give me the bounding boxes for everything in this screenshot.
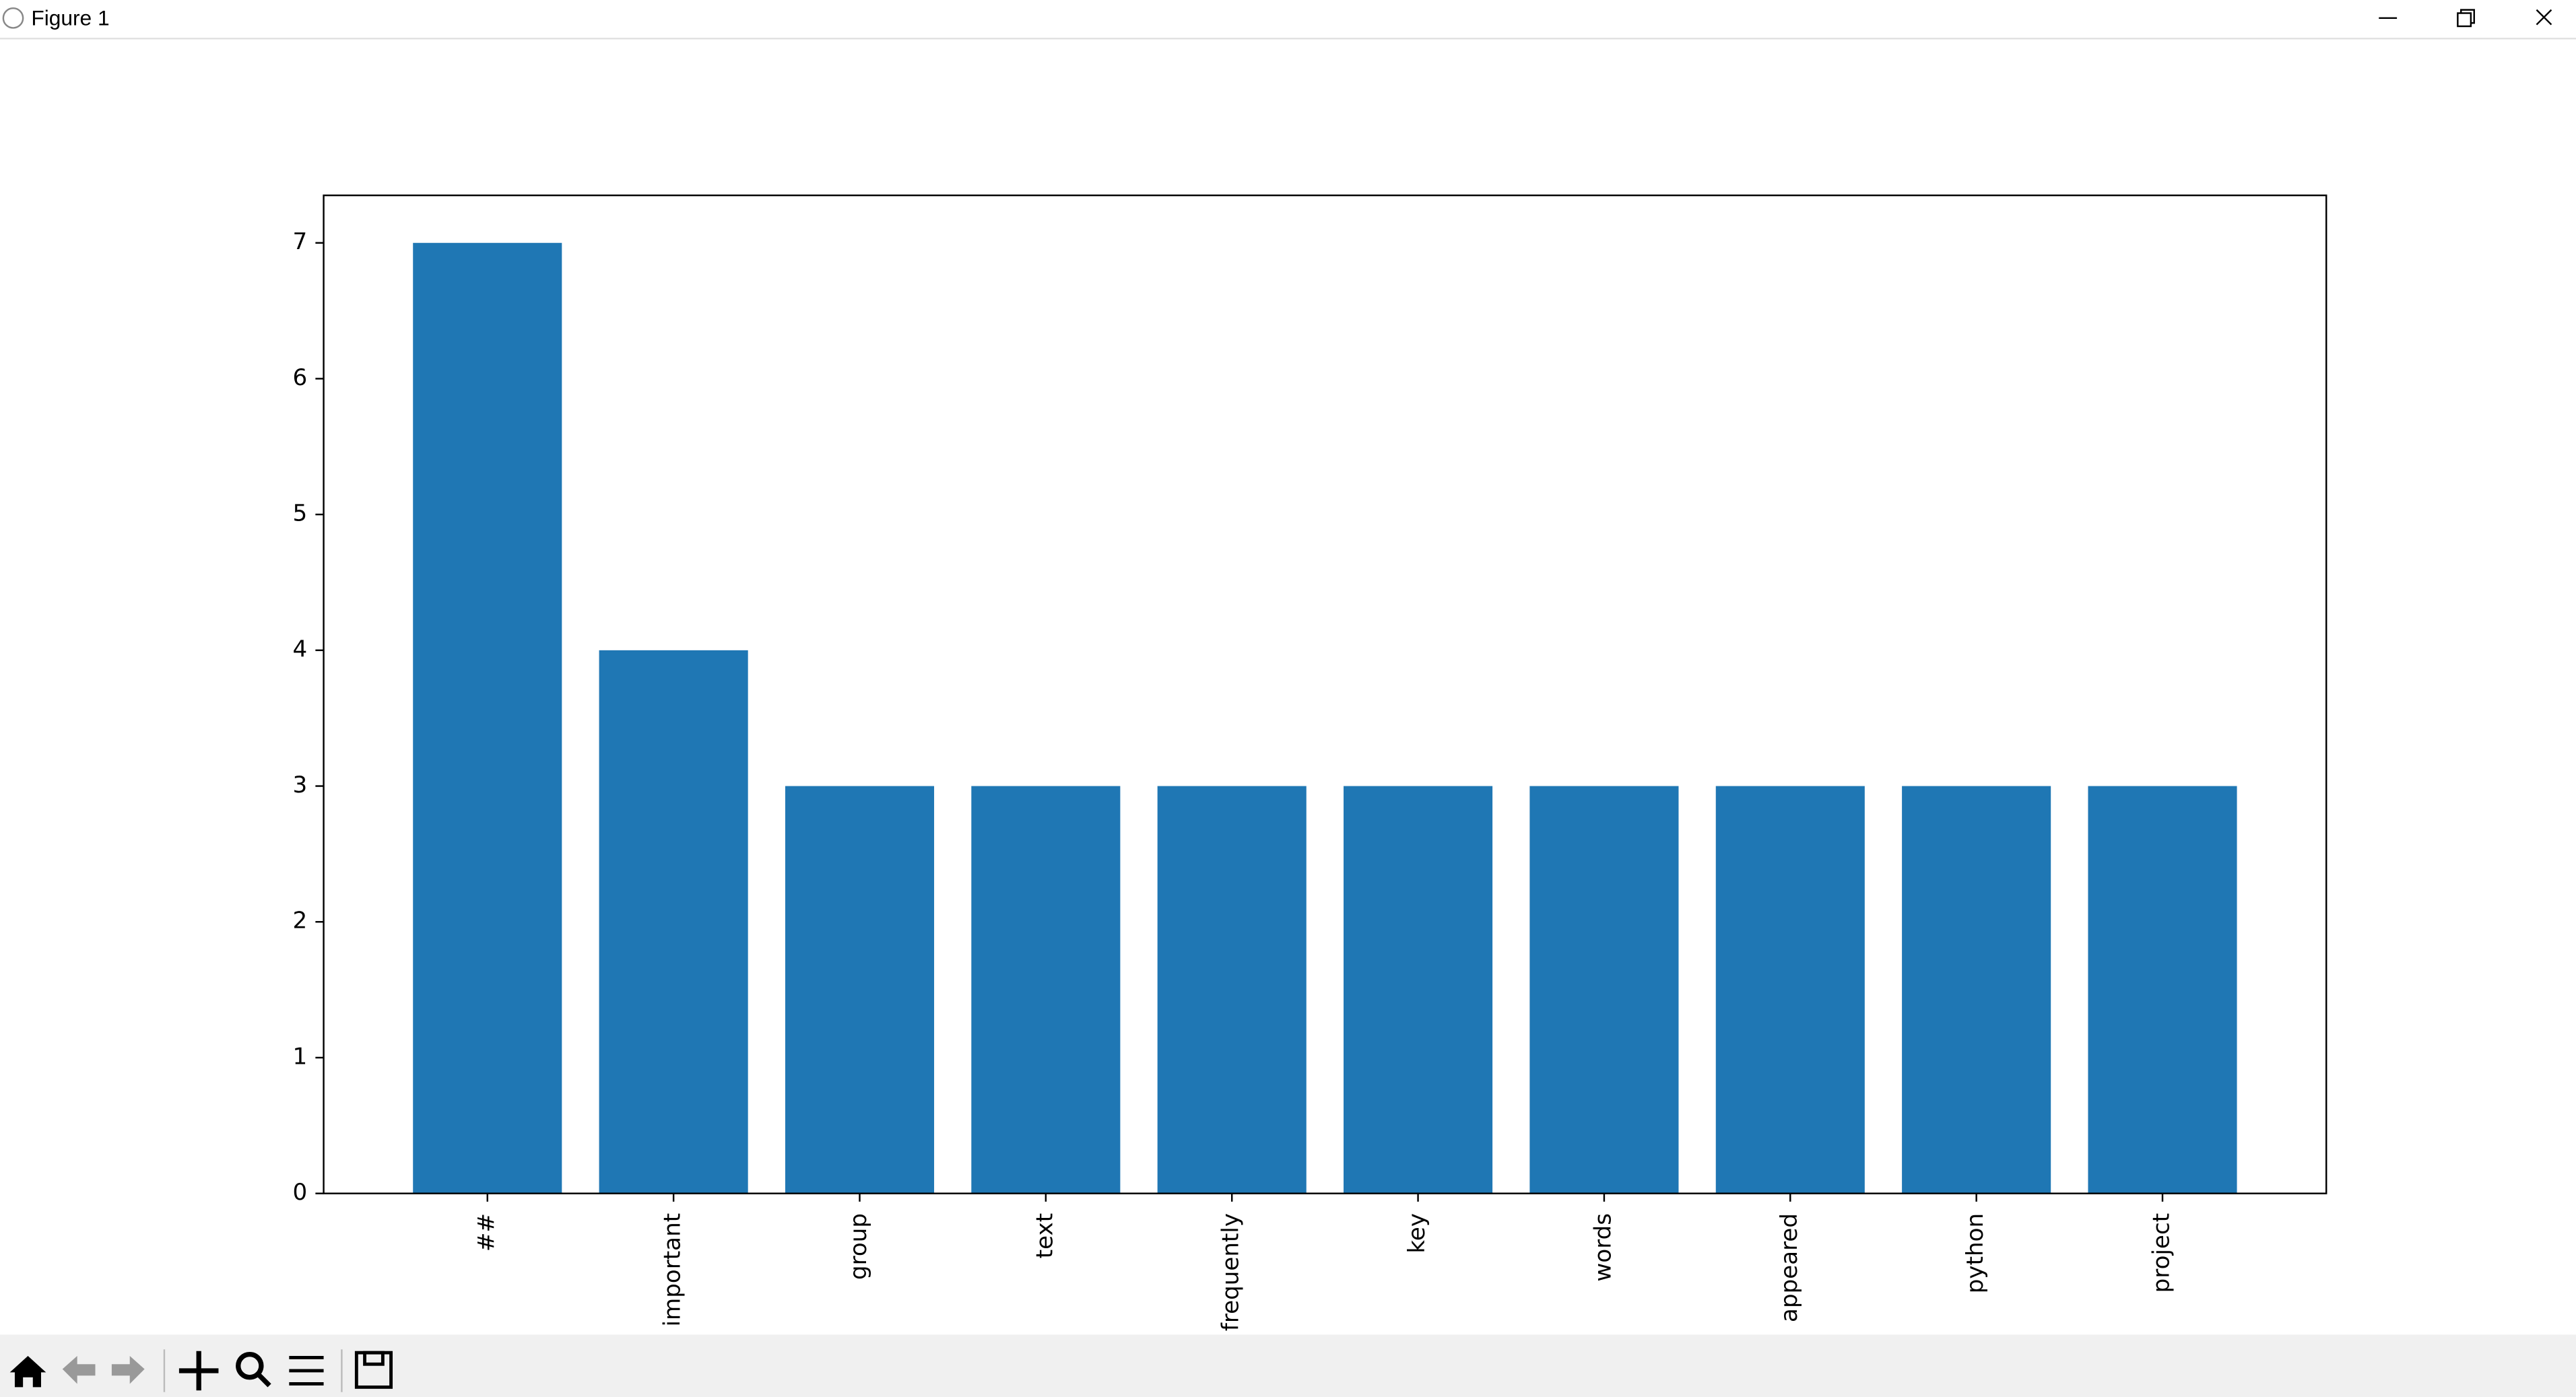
x-tick-label: important <box>659 1213 686 1327</box>
bar <box>1344 786 1493 1194</box>
y-tick-label: 7 <box>292 228 307 255</box>
bar <box>1902 786 2051 1194</box>
x-tick-label: text <box>1031 1213 1058 1258</box>
bar <box>1715 786 1865 1194</box>
bar <box>1157 786 1307 1194</box>
y-tick-label: 1 <box>292 1043 307 1070</box>
x-tick-label: key <box>1403 1213 1430 1254</box>
back-button[interactable] <box>62 1356 96 1384</box>
y-tick-label: 3 <box>292 772 307 798</box>
x-tick-label: appeared <box>1776 1213 1803 1322</box>
bar <box>971 786 1121 1194</box>
forward-button[interactable] <box>111 1356 145 1384</box>
window-title: Figure 1 <box>31 6 109 30</box>
y-tick-label: 4 <box>292 636 307 662</box>
home-button[interactable] <box>9 1356 46 1388</box>
bar <box>1529 786 1679 1194</box>
close-button[interactable] <box>2536 9 2552 26</box>
y-tick-label: 2 <box>292 908 307 934</box>
x-tick-label: python <box>1962 1213 1989 1293</box>
plot: 0 1 2 3 4 5 6 7 ## important group text frequently ke… <box>292 228 2237 1331</box>
y-tick-label: 6 <box>292 364 307 391</box>
y-tick-label: 5 <box>292 500 307 527</box>
bar <box>413 242 562 1194</box>
x-tick-label: frequently <box>1218 1213 1245 1331</box>
zoom-button[interactable] <box>236 1351 271 1388</box>
title-bar <box>0 0 2576 38</box>
y-tick-label: 0 <box>292 1179 307 1206</box>
save-button[interactable] <box>354 1351 393 1389</box>
bar <box>2088 786 2237 1194</box>
x-tick-label: ## <box>473 1213 500 1252</box>
bar <box>785 786 935 1194</box>
pan-button[interactable] <box>178 1351 219 1391</box>
restore-button[interactable] <box>2457 9 2475 28</box>
toolbar <box>0 1334 2576 1397</box>
x-tick-label: group <box>845 1213 872 1280</box>
configure-button[interactable] <box>289 1356 324 1386</box>
app-icon <box>2 7 24 29</box>
axes-frame <box>323 194 2327 1194</box>
bar <box>599 650 748 1194</box>
x-tick-label: words <box>1589 1213 1616 1282</box>
x-tick-label: project <box>2148 1213 2175 1293</box>
